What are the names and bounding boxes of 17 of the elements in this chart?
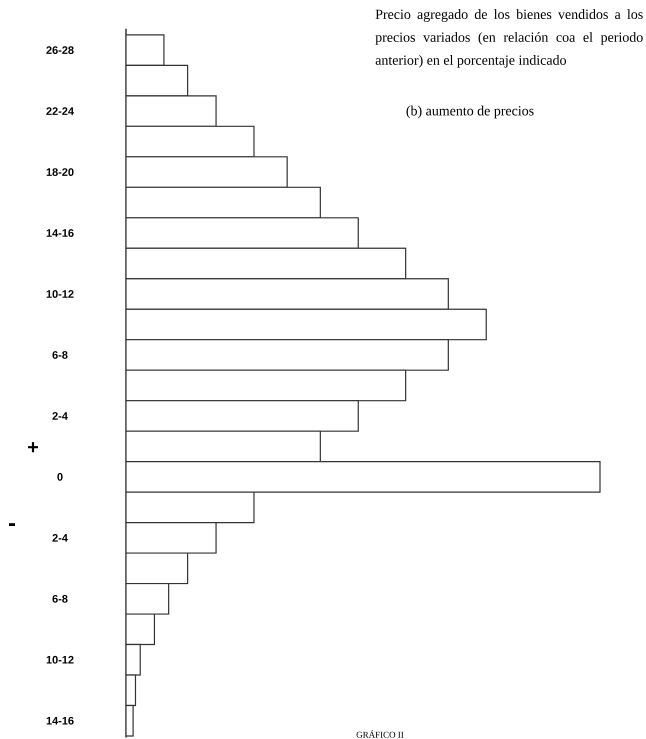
y-tick-label: 18-20	[46, 168, 74, 176]
text: -	[8, 523, 16, 526]
y-tick-label: 10-12	[46, 656, 74, 664]
text: (b) aumento de precios	[406, 106, 534, 118]
annotation: GRÁFICO II	[356, 730, 404, 738]
y-tick-label: 10-12	[46, 290, 74, 298]
y-tick-label: 6-8	[52, 351, 68, 359]
y-tick-label: 2-4	[52, 534, 68, 542]
y-tick-label: 14-16	[46, 229, 74, 237]
y-tick-label: 22-24	[46, 107, 74, 115]
y-tick-label: 26-28	[46, 46, 74, 54]
text: +	[28, 442, 38, 452]
y-tick-label: 14-16	[46, 716, 74, 725]
y-tick-label: 6-8	[52, 594, 68, 603]
y-tick-label: 2-4	[52, 412, 68, 420]
chart-title: Precio agregado de los bienes vendidos a los precios variados (en relación coa el periodo anterior) en el porcentaje indicado	[375, 9, 643, 68]
y-tick-label: 0	[57, 473, 63, 481]
